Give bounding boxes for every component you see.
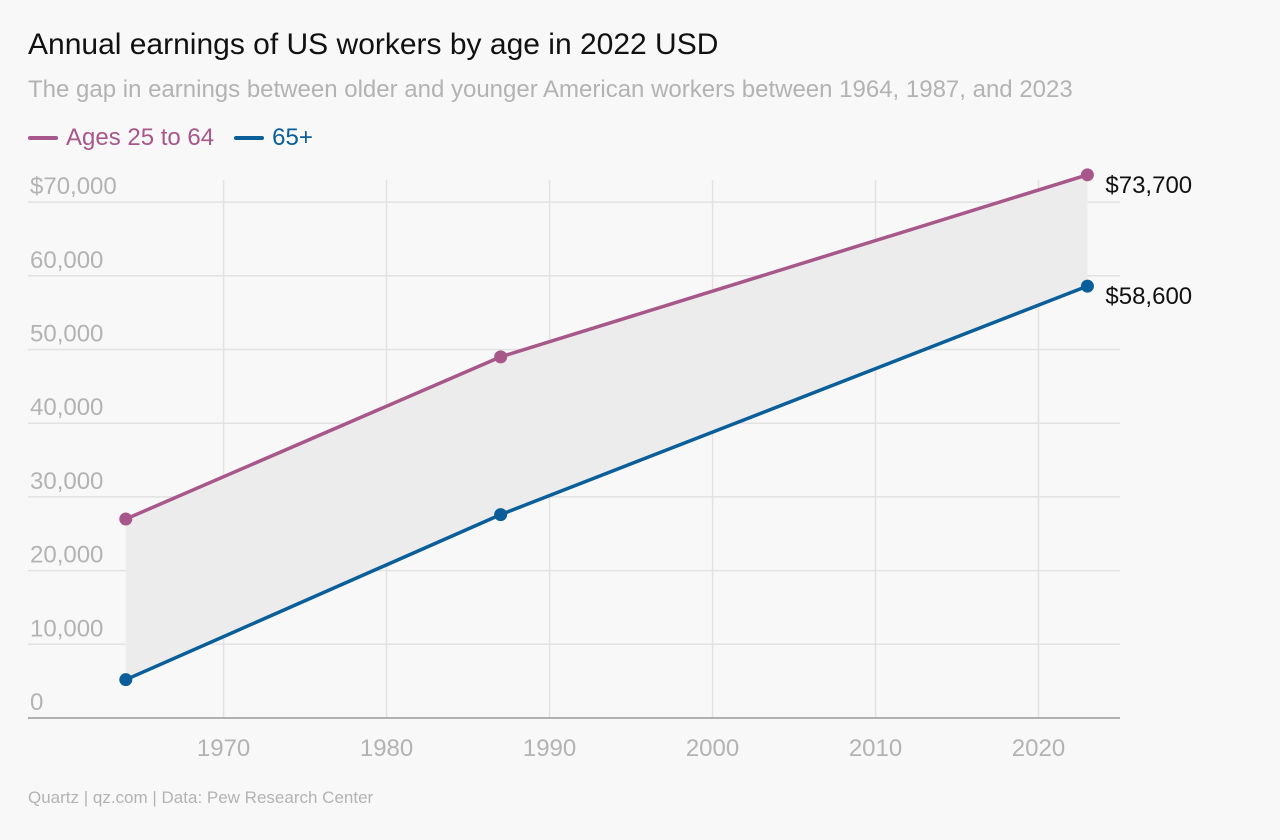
end-value-label: $58,600 [1105,283,1192,310]
gap-area [125,174,1088,680]
y-tick-label: 30,000 [30,468,103,495]
y-tick-label: 40,000 [30,394,103,421]
chart-subtitle: The gap in earnings between older and yo… [28,76,1073,103]
y-tick-label: 20,000 [30,542,103,569]
x-tick-label: 2000 [686,735,739,762]
source-footer: Quartz | qz.com | Data: Pew Research Cen… [28,788,374,807]
y-tick-label: 50,000 [30,321,103,348]
y-tick-label: 60,000 [30,247,103,274]
legend: Ages 25 to 64 65+ [28,124,333,152]
y-tick-label: 10,000 [30,615,103,642]
data-point [494,350,508,364]
legend-swatch-ages-25-64 [28,136,58,140]
legend-item-ages-25-64: Ages 25 to 64 [28,124,214,152]
data-point [119,512,133,526]
data-point [494,508,508,522]
y-tick-label: 0 [30,689,43,716]
x-tick-label: 1990 [523,735,576,762]
data-point [1080,168,1094,182]
legend-label-65-plus: 65+ [272,124,313,151]
end-value-label: $73,700 [1105,172,1192,199]
x-tick-label: 2010 [849,735,902,762]
chart-title: Annual earnings of US workers by age in … [28,28,719,61]
legend-item-65-plus: 65+ [234,124,313,152]
y-tick-label: $70,000 [30,173,117,200]
x-tick-label: 1970 [197,735,250,762]
data-point [119,673,133,687]
legend-label-ages-25-64: Ages 25 to 64 [66,124,215,151]
x-tick-label: 2020 [1012,735,1065,762]
data-point [1080,279,1094,293]
legend-swatch-65-plus [234,136,265,140]
x-tick-label: 1980 [360,735,413,762]
